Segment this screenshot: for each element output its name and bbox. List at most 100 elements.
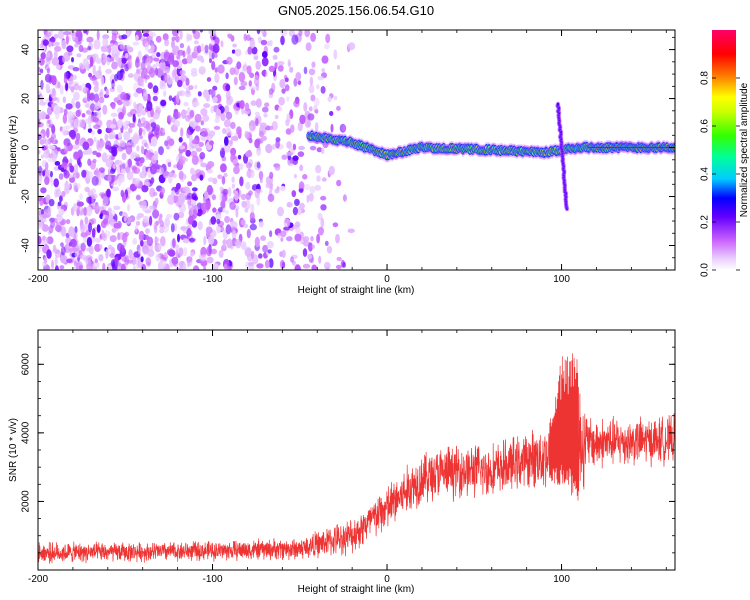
x-tick-label: -100 xyxy=(203,574,223,585)
spectrogram-cell xyxy=(153,126,160,136)
spectrogram-cell xyxy=(310,32,316,43)
spectrogram-cell xyxy=(111,83,116,88)
spectrogram-cell xyxy=(160,80,166,87)
spectrogram-cell xyxy=(46,249,52,259)
spectrogram-cell xyxy=(318,255,322,264)
spectrogram-cell xyxy=(168,95,173,101)
spectrogram-cell xyxy=(120,189,125,198)
spectrogram-cell xyxy=(225,127,232,137)
spectrogram-cell xyxy=(79,123,86,128)
spectrogram-cell xyxy=(65,103,73,110)
spectrogram-cell xyxy=(172,60,180,68)
spectrogram-cell xyxy=(209,89,217,96)
spectrogram-cell xyxy=(212,207,217,213)
spectrogram-cell xyxy=(264,102,270,107)
spectrogram-cell xyxy=(325,266,330,270)
spectrogram-cell xyxy=(179,69,187,76)
spectrogram-cell xyxy=(320,204,327,211)
spectrogram-cell xyxy=(126,30,131,38)
spectrogram-cell xyxy=(94,243,101,252)
spectrogram-cell xyxy=(224,136,229,147)
spectrogram-cell xyxy=(302,248,308,257)
spectrogram-cell xyxy=(329,111,334,116)
spectrogram-cell xyxy=(149,67,156,78)
spectrogram-cell xyxy=(297,151,305,158)
spectrogram-cell xyxy=(145,257,152,266)
spectrogram-cell xyxy=(136,215,141,220)
spectrogram-cell xyxy=(78,265,84,270)
spectrogram-cell xyxy=(167,120,172,125)
spectrogram-cell xyxy=(188,237,196,242)
spectrogram-cell xyxy=(102,104,108,115)
spectrogram-cell xyxy=(63,71,69,79)
spectrogram-cell xyxy=(204,44,209,54)
spectrogram-cell xyxy=(102,54,108,63)
spectrogram-cell xyxy=(297,80,302,86)
spectrogram-cell xyxy=(83,30,87,34)
spectrogram-cell xyxy=(93,136,97,143)
spectrogram-cell xyxy=(112,186,120,192)
spectrogram-cell xyxy=(214,53,218,59)
spectrogram-cell xyxy=(150,122,157,128)
spectrogram-cell xyxy=(121,34,128,40)
spectrogram-cell xyxy=(138,201,145,206)
spectrogram-cell xyxy=(101,152,108,163)
spectrogram-cell xyxy=(207,177,215,182)
spectrogram-cell xyxy=(57,201,62,207)
spectrogram-cell xyxy=(184,238,190,244)
spectrogram-cell xyxy=(188,85,194,91)
spectrogram-cell xyxy=(95,57,102,64)
spectrogram-cell xyxy=(185,115,191,122)
spectrogram-cell xyxy=(307,254,312,260)
spectrogram-cell xyxy=(248,137,253,144)
spectrogram-cell xyxy=(223,172,228,178)
spectrogram-cell xyxy=(149,205,157,211)
spectrogram-cell xyxy=(556,102,560,106)
spectrogram-cell xyxy=(269,230,273,238)
spectrogram-cell xyxy=(118,174,125,183)
spectrogram-cell xyxy=(299,114,306,125)
spectrogram-cell xyxy=(181,58,189,65)
spectrogram-cell xyxy=(159,167,164,175)
spectrogram-cell xyxy=(178,137,183,143)
spectrogram-cell xyxy=(268,65,276,73)
spectrogram-cell xyxy=(189,109,195,118)
snr-series-line xyxy=(38,353,675,564)
spectrogram-cell xyxy=(143,32,150,37)
spectrogram-cell xyxy=(224,105,230,115)
spectrogram-cell xyxy=(120,168,126,175)
spectrogram-cell xyxy=(308,68,316,76)
spectrogram-cell xyxy=(225,84,231,92)
spectrogram-cell xyxy=(314,122,319,132)
spectrogram-cell xyxy=(118,131,122,139)
spectrogram-cell xyxy=(130,153,137,160)
spectrogram-cell xyxy=(90,188,96,194)
spectrogram-cell xyxy=(286,151,293,156)
x-tick-label: 100 xyxy=(553,574,570,585)
spectrogram-cell xyxy=(152,95,158,102)
spectrogram-cell xyxy=(289,66,294,73)
spectrogram-cell xyxy=(179,30,183,40)
spectrogram-cell xyxy=(216,218,221,224)
spectrogram-cell xyxy=(235,208,239,218)
spectrogram-cell xyxy=(141,166,146,177)
spectrogram-cell xyxy=(336,256,342,262)
spectrogram-cell xyxy=(160,259,167,268)
spectrogram-cell xyxy=(258,220,264,228)
spectrogram-cell xyxy=(92,150,98,155)
spectrogram-cell xyxy=(107,175,112,183)
spectrogram-cell xyxy=(80,242,86,252)
spectrogram-cell xyxy=(295,226,301,234)
spectrogram-cell xyxy=(51,259,54,269)
spectrogram-cell xyxy=(278,106,283,112)
spectrogram-cell xyxy=(179,145,186,150)
spectrogram-cell xyxy=(158,243,162,251)
spectrogram-cell xyxy=(96,110,102,119)
spectrogram-cell xyxy=(40,68,44,74)
spectrogram-cell xyxy=(240,80,248,87)
spectrogram-cell xyxy=(323,43,330,50)
spectrogram-cell xyxy=(348,42,356,51)
spectrogram-cell xyxy=(84,118,91,124)
spectrogram-cell xyxy=(113,205,121,211)
spectrogram-cell xyxy=(160,187,166,195)
